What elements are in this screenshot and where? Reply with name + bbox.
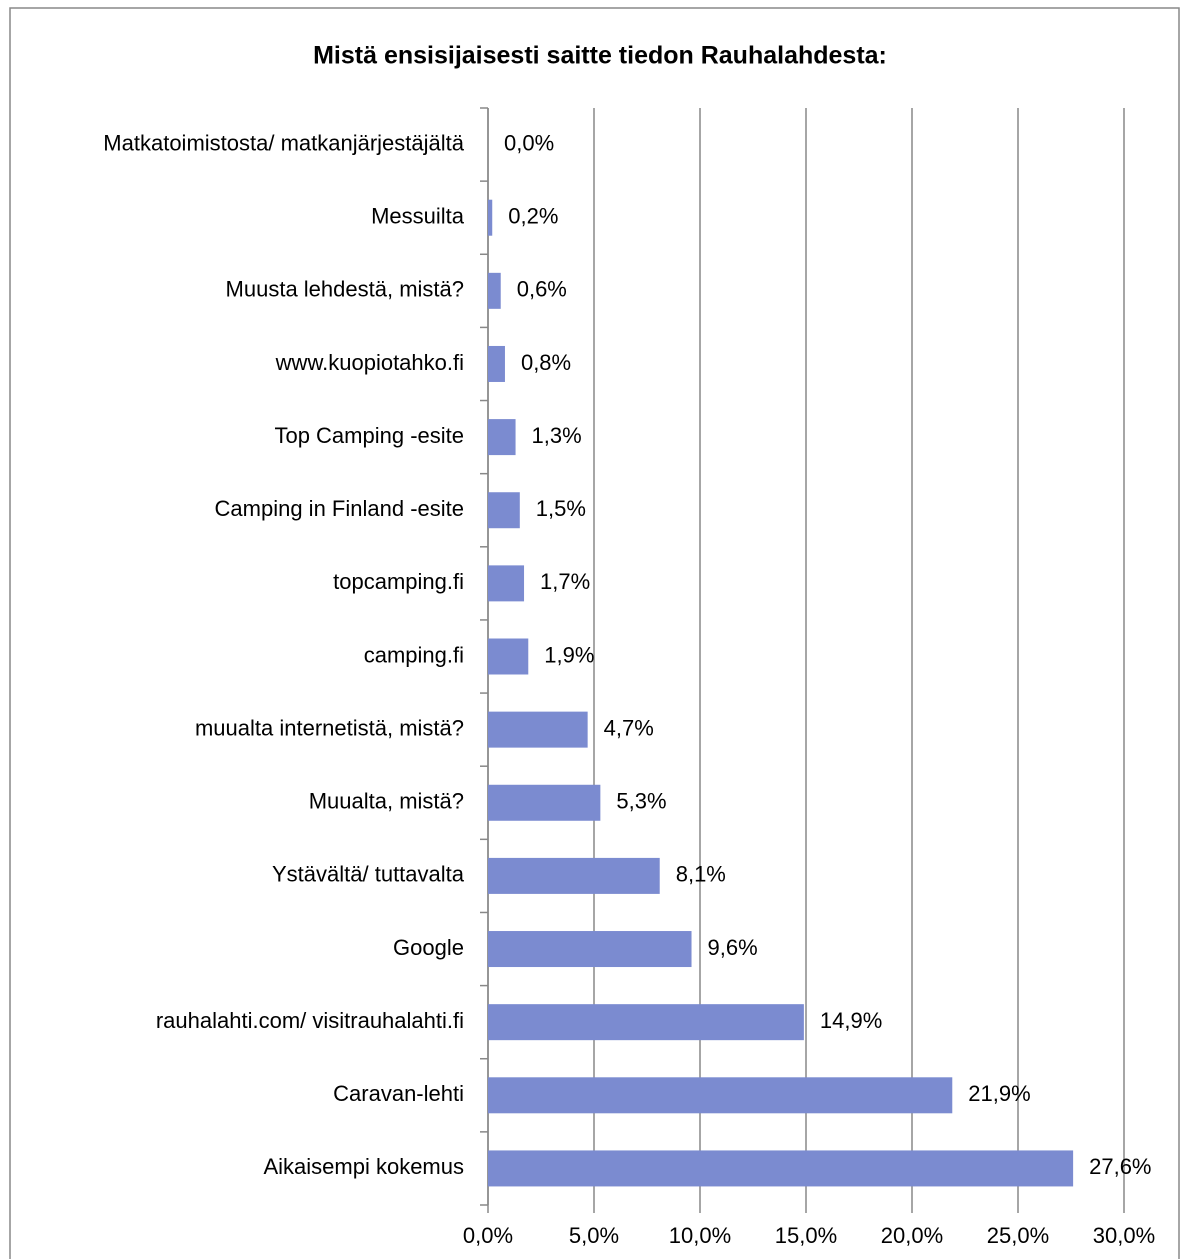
- chart-title: Mistä ensisijaisesti saitte tiedon Rauha…: [313, 42, 887, 70]
- value-label: 9,6%: [708, 935, 758, 960]
- bar: [488, 931, 692, 968]
- value-label: 0,6%: [517, 277, 567, 302]
- bar: [488, 492, 520, 529]
- bar: [488, 565, 525, 602]
- bar: [488, 272, 501, 309]
- y-tick-label: Muualta, mistä?: [309, 789, 464, 814]
- y-tick-label: Ystävältä/ tuttavalta: [272, 862, 465, 887]
- bar: [488, 1077, 953, 1114]
- y-tick-label: Muusta lehdestä, mistä?: [226, 277, 464, 302]
- x-tick-label: 25,0%: [987, 1223, 1049, 1248]
- x-tick-label: 30,0%: [1093, 1223, 1155, 1248]
- value-label: 1,3%: [532, 423, 582, 448]
- value-label: 1,5%: [536, 496, 586, 521]
- x-tick-label: 0,0%: [463, 1223, 513, 1248]
- y-tick-label: Messuilta: [371, 204, 465, 229]
- value-label: 0,0%: [504, 130, 554, 155]
- y-tick-label: Matkatoimistosta/ matkanjärjestäjältä: [103, 130, 464, 155]
- x-tick-label: 10,0%: [669, 1223, 731, 1248]
- value-label: 1,9%: [544, 642, 594, 667]
- y-tick-label: Top Camping -esite: [274, 423, 464, 448]
- y-tick-label: Caravan-lehti: [333, 1081, 464, 1106]
- y-tick-label: Camping in Finland -esite: [215, 496, 464, 521]
- bar: [488, 345, 505, 382]
- bar: [488, 784, 601, 821]
- y-tick-label: muualta internetistä, mistä?: [195, 715, 464, 740]
- bar: [488, 199, 493, 236]
- value-label: 27,6%: [1089, 1154, 1151, 1179]
- value-label: 8,1%: [676, 862, 726, 887]
- y-tick-label: Google: [393, 935, 464, 960]
- value-label: 5,3%: [616, 789, 666, 814]
- y-tick-label: topcamping.fi: [333, 569, 464, 594]
- bar: [488, 857, 660, 894]
- bar: [488, 711, 588, 748]
- bar: [488, 1150, 1074, 1187]
- x-tick-label: 15,0%: [775, 1223, 837, 1248]
- y-tick-label: rauhalahti.com/ visitrauhalahti.fi: [156, 1008, 464, 1033]
- y-tick-label: camping.fi: [364, 642, 464, 667]
- x-tick-label: 20,0%: [881, 1223, 943, 1248]
- bar: [488, 1004, 804, 1041]
- y-tick-label: Aikaisempi kokemus: [263, 1154, 464, 1179]
- y-tick-label: www.kuopiotahko.fi: [275, 350, 464, 375]
- value-label: 0,8%: [521, 350, 571, 375]
- bar: [488, 638, 529, 675]
- value-label: 1,7%: [540, 569, 590, 594]
- value-label: 0,2%: [508, 204, 558, 229]
- value-label: 4,7%: [604, 715, 654, 740]
- x-tick-label: 5,0%: [569, 1223, 619, 1248]
- value-label: 14,9%: [820, 1008, 882, 1033]
- value-label: 21,9%: [968, 1081, 1030, 1106]
- bar: [488, 419, 516, 456]
